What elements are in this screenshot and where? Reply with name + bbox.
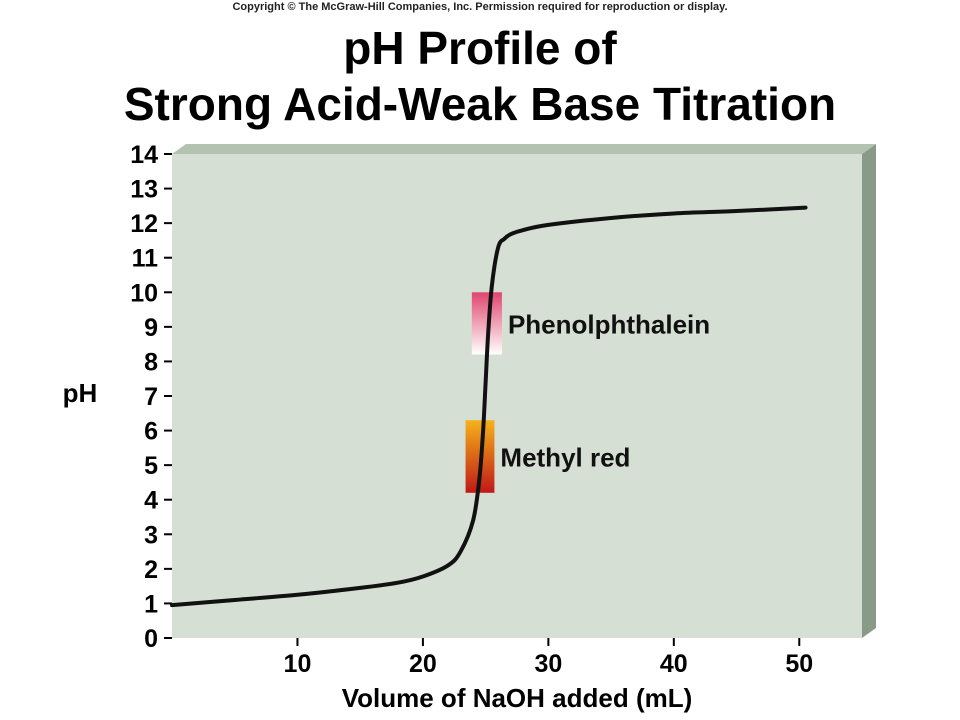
- x-tick-label: 20: [409, 650, 437, 678]
- y-tick-label: 13: [130, 176, 158, 204]
- x-tick-label: 30: [534, 650, 562, 678]
- x-axis-title: Volume of NaOH added (mL): [342, 683, 693, 713]
- x-tick-label: 40: [660, 650, 688, 678]
- plot-panel: [172, 154, 862, 638]
- y-tick-label: 4: [144, 487, 158, 515]
- titration-curve: [170, 205, 808, 608]
- y-axis-title: pH: [63, 378, 98, 408]
- copyright-notice: Copyright © The McGraw-Hill Companies, I…: [232, 1, 728, 13]
- x-tick-label: 50: [785, 650, 813, 678]
- y-tick-label: 3: [144, 521, 158, 549]
- methyl-red-label: Methyl red: [500, 443, 630, 473]
- indicator-labels: Phenolphthalein Methyl red: [500, 309, 710, 472]
- y-tick-label: 9: [144, 314, 158, 342]
- plot-panel-side: [862, 144, 876, 638]
- y-tick-label: 12: [130, 210, 158, 238]
- y-tick-label: 14: [130, 141, 158, 169]
- y-tick-label: 8: [144, 348, 158, 376]
- x-tick-label: 10: [284, 650, 312, 678]
- y-tick-label: 1: [144, 590, 158, 618]
- y-tick-label: 6: [144, 418, 158, 446]
- y-tick-label: 11: [132, 245, 159, 273]
- plot-panel-top: [172, 144, 876, 154]
- y-tick-label: 2: [144, 556, 158, 584]
- y-tick-label: 5: [144, 452, 158, 480]
- y-tick-label: 7: [144, 383, 158, 411]
- y-tick-label: 0: [144, 625, 158, 653]
- x-axis: 10 20 30 40 50: [284, 638, 813, 678]
- chart-title: pH Profile of: [343, 22, 617, 74]
- phenolphthalein-label: Phenolphthalein: [508, 309, 710, 339]
- chart-subtitle: Strong Acid-Weak Base Titration: [123, 78, 837, 130]
- y-tick-label: 10: [130, 279, 158, 307]
